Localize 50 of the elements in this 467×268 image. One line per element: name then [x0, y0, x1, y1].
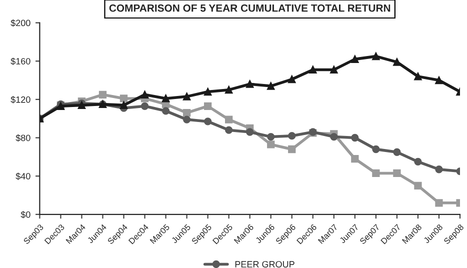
point [351, 55, 359, 64]
y-tick-label: $200 [10, 19, 30, 27]
y-tick-label: $160 [10, 58, 30, 65]
point [435, 166, 443, 174]
point [414, 182, 422, 190]
point [120, 101, 128, 109]
point [267, 140, 275, 148]
point [246, 80, 254, 88]
y-tick-label: $40 [16, 172, 30, 180]
point [351, 134, 359, 142]
point [120, 94, 128, 102]
y-tick-label: $0 [20, 210, 30, 218]
point [414, 72, 422, 80]
point [372, 145, 380, 154]
point [204, 118, 212, 126]
point [351, 155, 359, 163]
point [267, 82, 275, 90]
y-tick-label: $120 [10, 96, 30, 104]
point [140, 90, 149, 98]
point [225, 126, 233, 134]
point [372, 169, 380, 178]
point [225, 86, 233, 94]
point [182, 92, 191, 100]
chart-title: COMPARISON OF 5 YEAR CUMULATIVE TOTAL RETURN [109, 4, 390, 12]
point [204, 88, 212, 96]
point [140, 102, 149, 110]
point [435, 76, 443, 84]
point [393, 169, 401, 178]
point [288, 145, 296, 154]
point [288, 132, 296, 140]
point [414, 158, 422, 166]
point [330, 66, 338, 74]
point [267, 132, 275, 141]
point [204, 102, 212, 110]
point [162, 107, 170, 115]
point [330, 132, 338, 141]
point [288, 75, 296, 84]
point [246, 128, 254, 136]
point [435, 199, 443, 207]
legend-label: PEER GROUP [235, 261, 294, 268]
y-tick-label: $80 [16, 134, 30, 142]
point [372, 52, 380, 60]
point [225, 116, 233, 124]
point [162, 94, 170, 102]
point [309, 66, 317, 74]
point [98, 90, 107, 98]
point [182, 109, 191, 117]
point [393, 58, 401, 66]
point [182, 116, 191, 124]
point [393, 148, 401, 156]
